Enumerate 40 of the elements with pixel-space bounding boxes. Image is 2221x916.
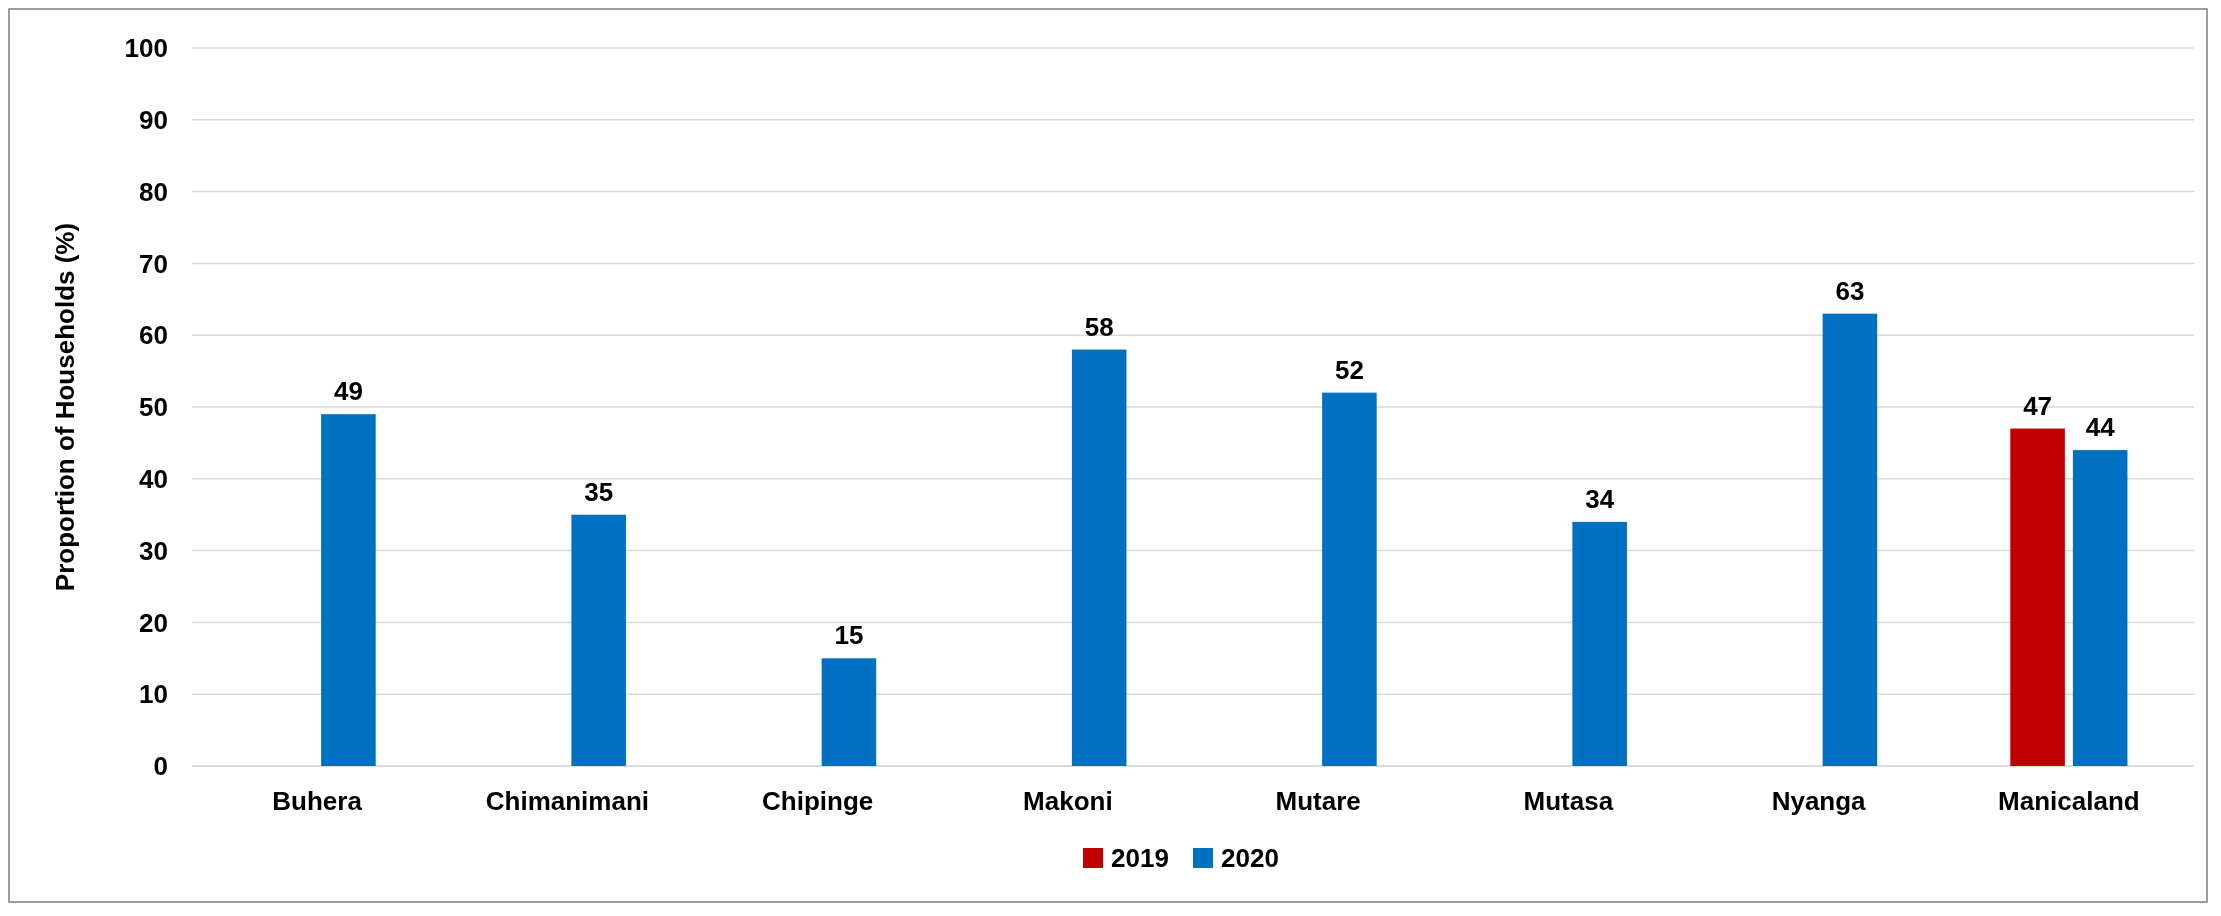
bar <box>1572 521 1627 766</box>
y-tick-label: 0 <box>153 751 168 782</box>
x-tick-label: Nyanga <box>1771 786 1867 816</box>
y-tick-label: 100 <box>124 33 168 64</box>
y-tick-label: 30 <box>139 535 168 566</box>
y-tick-label: 70 <box>139 248 168 279</box>
bar <box>1071 349 1127 766</box>
data-label: 58 <box>1084 311 1114 342</box>
legend-label: 2020 <box>1221 843 1279 874</box>
bar <box>2072 450 2128 766</box>
data-label: 47 <box>2023 390 2053 421</box>
bar <box>2010 428 2065 766</box>
y-tick-label: 10 <box>139 679 168 710</box>
x-tick-label: Mutasa <box>1523 786 1614 816</box>
bar <box>321 414 376 766</box>
data-label: 15 <box>834 620 864 651</box>
x-tick-label: Chimanimani <box>485 786 649 816</box>
data-label: 49 <box>333 376 363 407</box>
x-tick-label: Manicaland <box>1998 786 2140 816</box>
y-tick-label: 50 <box>139 392 168 423</box>
data-label: 34 <box>1585 483 1615 514</box>
data-label: 35 <box>584 476 614 507</box>
x-tick-label: Makoni <box>1023 786 1113 816</box>
x-tick-label: Buhera <box>272 786 363 816</box>
y-tick-label: 90 <box>139 104 168 135</box>
bar <box>821 658 877 766</box>
data-label: 44 <box>2085 412 2116 443</box>
x-tick-label: Mutare <box>1275 786 1361 816</box>
data-label: 63 <box>1835 275 1865 306</box>
y-axis-title: Proportion of Households (%) <box>50 222 80 592</box>
data-label: 52 <box>1334 354 1364 385</box>
x-tick-label: Chipinge <box>762 786 874 816</box>
legend-label: 2019 <box>1111 843 1169 874</box>
y-tick-label: 40 <box>139 463 168 494</box>
bar <box>1322 392 1377 766</box>
y-tick-label: 60 <box>139 320 168 351</box>
y-tick-label: 80 <box>139 176 168 207</box>
bar <box>1822 313 1878 766</box>
y-tick-label: 20 <box>139 607 168 638</box>
bar <box>571 514 626 766</box>
